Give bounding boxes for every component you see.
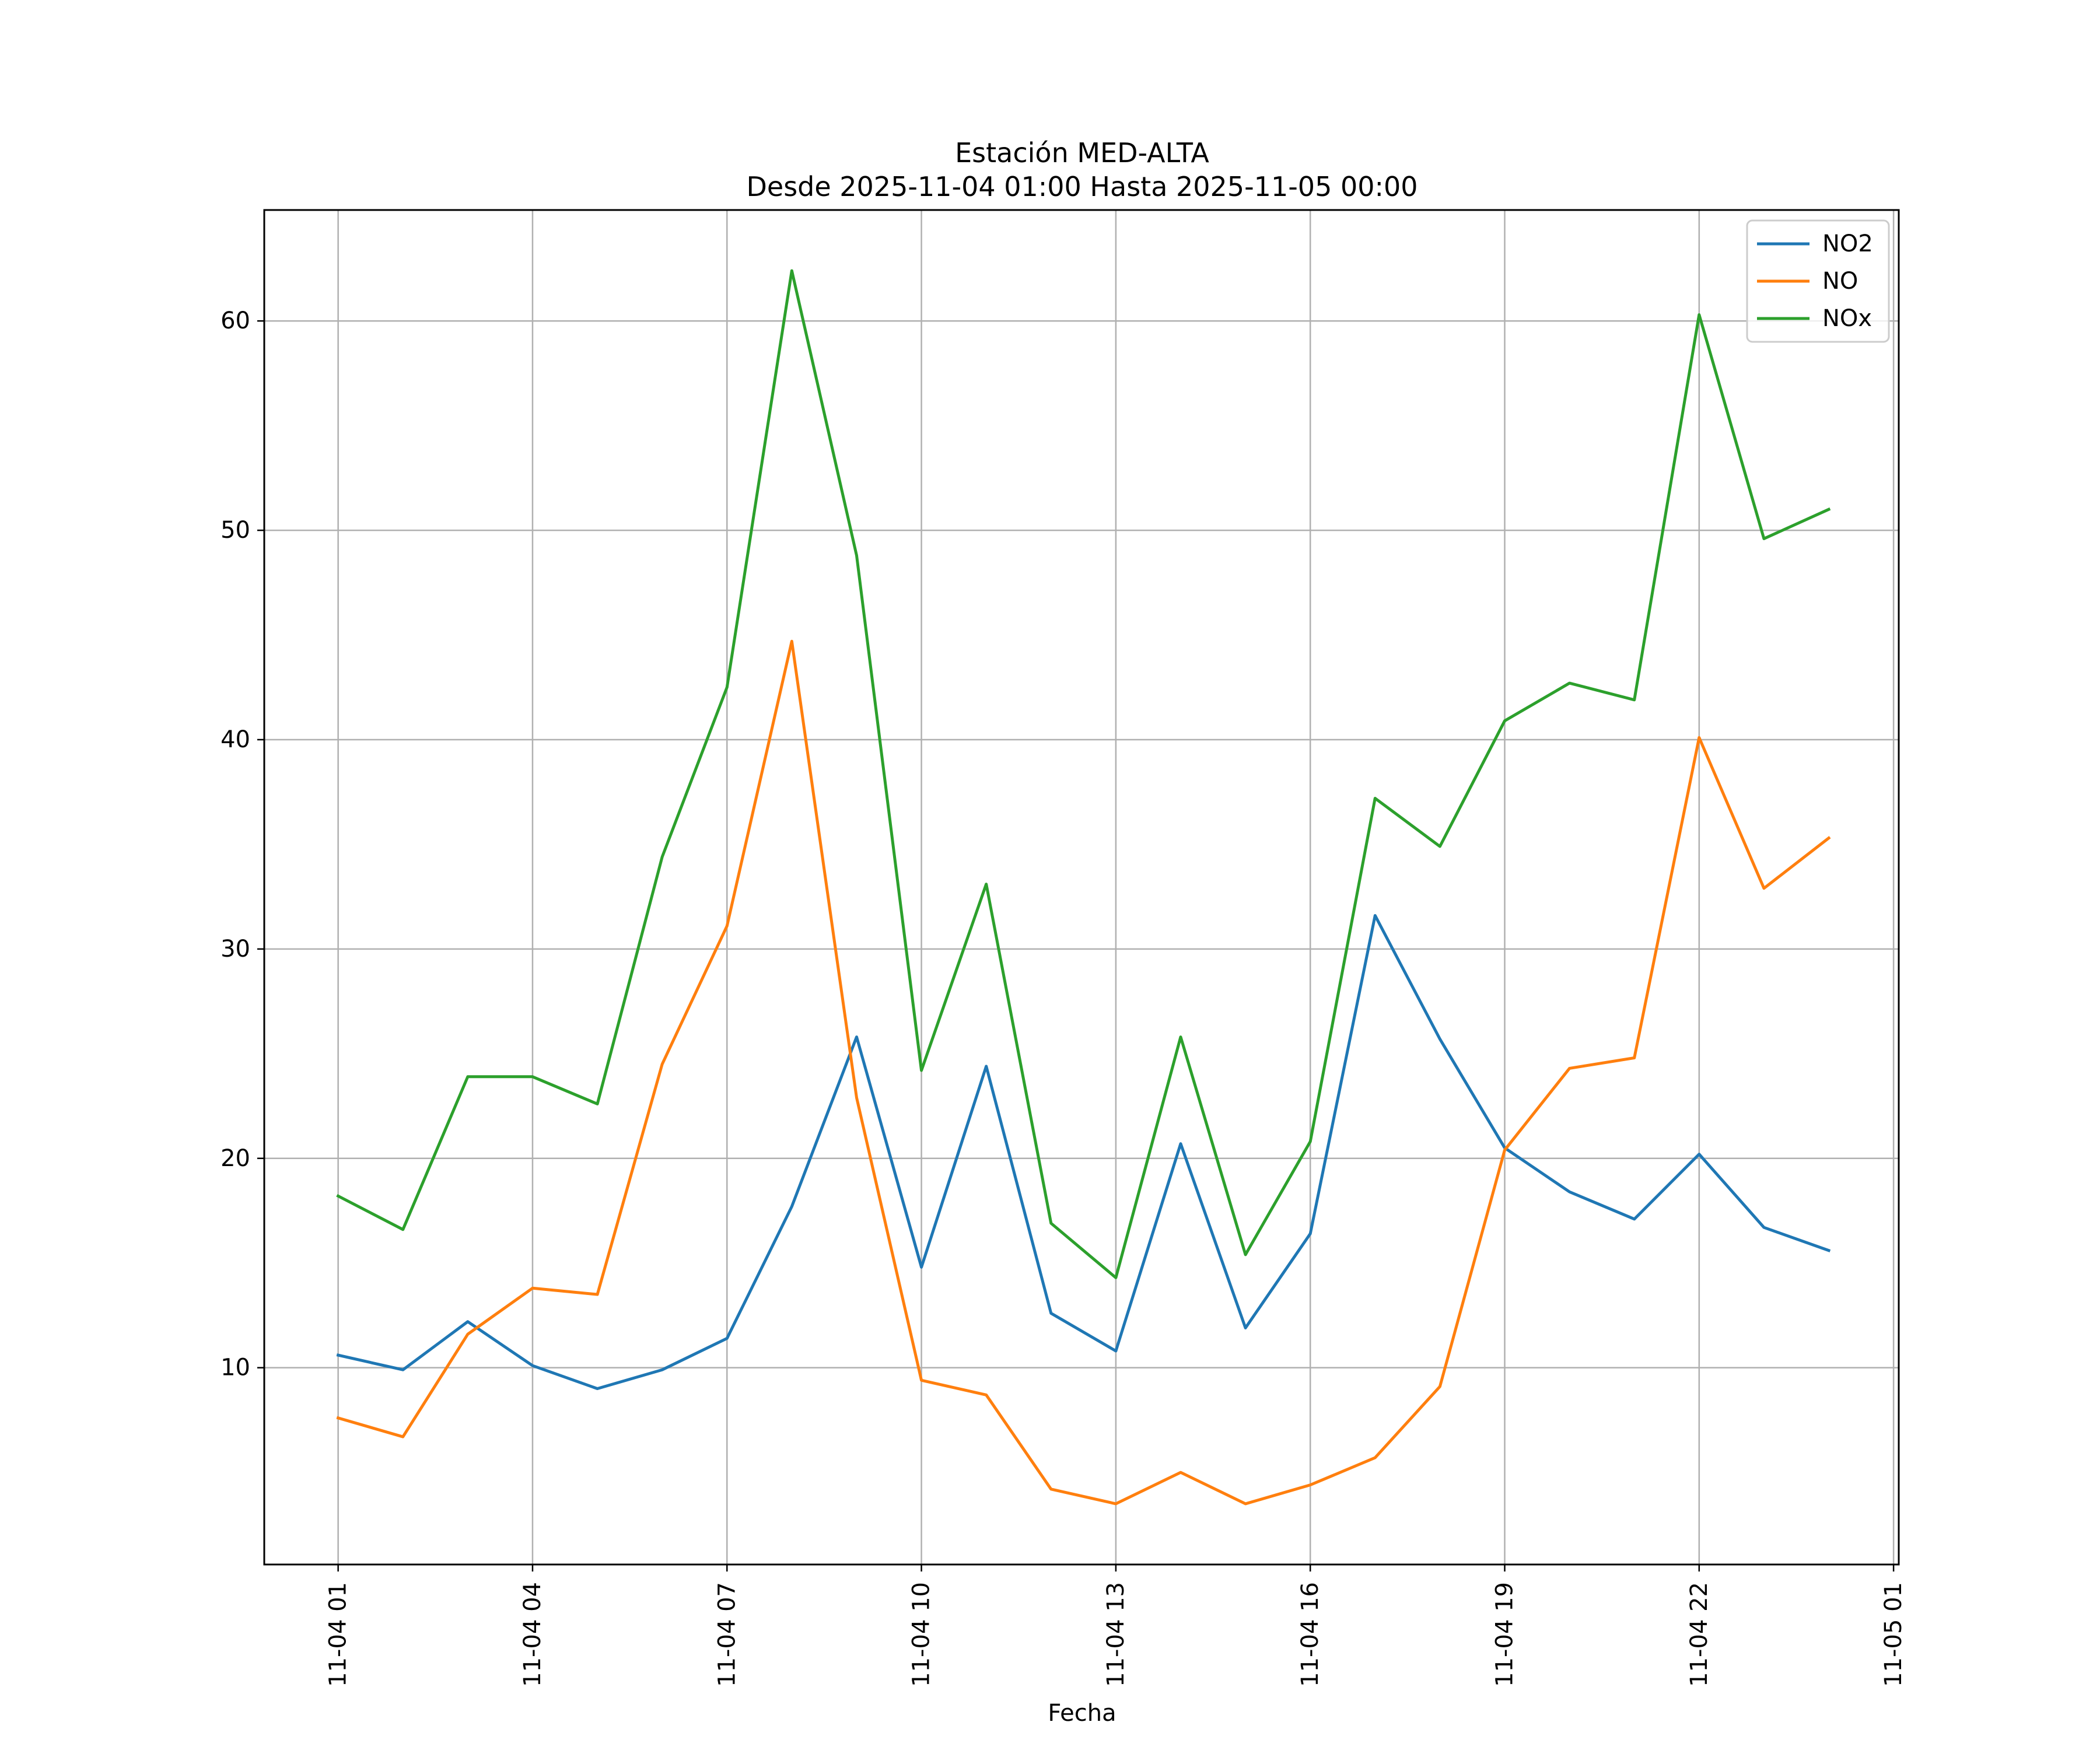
y-tick-label: 60: [220, 307, 250, 334]
y-tick-label: 40: [220, 726, 250, 753]
y-tick-label: 20: [220, 1145, 250, 1172]
chart-title: Estación MED-ALTA: [955, 137, 1209, 169]
x-tick-label: 11-04 19: [1491, 1582, 1518, 1687]
x-axis-label: Fecha: [1048, 1700, 1116, 1727]
data-series: [336, 269, 1831, 1506]
x-axis-ticks: 11-04 01 11-04 04 11-04 07 11-04 10 11-04 13…: [325, 1564, 1907, 1687]
x-tick-label: 11-04 04: [519, 1582, 546, 1687]
gridlines: [264, 210, 1899, 1564]
plot-area-frame: [263, 209, 1900, 1566]
legend-label-no2: NO2: [1822, 230, 1873, 257]
legend-label-no: NO: [1822, 268, 1858, 295]
x-tick-label: 11-05 01: [1880, 1582, 1907, 1687]
x-tick-label: 11-04 22: [1686, 1582, 1713, 1687]
legend: NO2 NO NOx: [1746, 219, 1890, 343]
y-tick-label: 10: [220, 1354, 250, 1381]
series-line-no2: [336, 914, 1831, 1391]
y-tick-label: 50: [220, 517, 250, 544]
x-tick-label: 11-04 13: [1102, 1582, 1129, 1687]
series-line-nox: [336, 269, 1831, 1279]
x-tick-label: 11-04 07: [713, 1582, 740, 1687]
x-tick-label: 11-04 10: [908, 1582, 935, 1687]
legend-label-nox: NOx: [1822, 305, 1872, 332]
y-axis-ticks: 10 20 30 40 50 60: [220, 307, 264, 1381]
x-tick-label: 11-04 16: [1297, 1582, 1324, 1687]
chart-subtitle: Desde 2025-11-04 01:00 Hasta 2025-11-05 …: [746, 171, 1418, 202]
y-tick-label: 30: [220, 936, 250, 963]
legend-box: [1746, 219, 1890, 343]
x-tick-label: 11-04 01: [325, 1582, 352, 1687]
series-line-no: [336, 639, 1831, 1506]
